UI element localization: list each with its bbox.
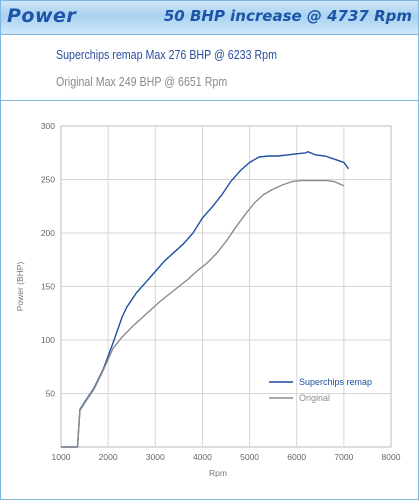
y-tick-label: 300 xyxy=(41,121,55,131)
power-curve-chart: 1000 2000 3000 4000 5000 6000 7000 8000 50 100 150… xyxy=(15,121,401,478)
legend-label: Original xyxy=(299,393,330,403)
y-tick-label: 150 xyxy=(41,282,55,292)
series-line-original xyxy=(61,179,345,448)
y-tick-label: 100 xyxy=(41,335,55,345)
increase-summary: 50 BHP increase @ 4737 Rpm xyxy=(163,7,412,25)
y-tick-label: 200 xyxy=(41,228,55,238)
x-tick-label: 5000 xyxy=(240,452,259,462)
chart-legend: Superchips remap Original xyxy=(269,377,372,403)
y-tick-label: 50 xyxy=(46,389,56,399)
max-power-summary: Superchips remap Max 276 BHP @ 6233 Rpm … xyxy=(1,35,418,101)
x-tick-label: 1000 xyxy=(52,452,71,462)
x-tick-label: 3000 xyxy=(146,452,165,462)
header-bar: Power 50 BHP increase @ 4737 Rpm xyxy=(1,1,418,35)
x-axis-label: Rpm xyxy=(209,468,227,478)
x-tick-label: 4000 xyxy=(193,452,212,462)
series-line-remap xyxy=(61,151,350,448)
original-max-text: Original Max 249 BHP @ 6651 Rpm xyxy=(56,74,228,89)
remap-max-text: Superchips remap Max 276 BHP @ 6233 Rpm xyxy=(56,47,277,62)
x-tick-label: 8000 xyxy=(382,452,401,462)
legend-label: Superchips remap xyxy=(299,377,372,387)
y-axis-label: Power (BHP) xyxy=(15,262,25,312)
y-tick-label: 250 xyxy=(41,175,55,185)
x-tick-label: 6000 xyxy=(287,452,306,462)
x-tick-label: 2000 xyxy=(99,452,118,462)
header-title: Power xyxy=(7,5,77,27)
x-tick-label: 7000 xyxy=(334,452,353,462)
